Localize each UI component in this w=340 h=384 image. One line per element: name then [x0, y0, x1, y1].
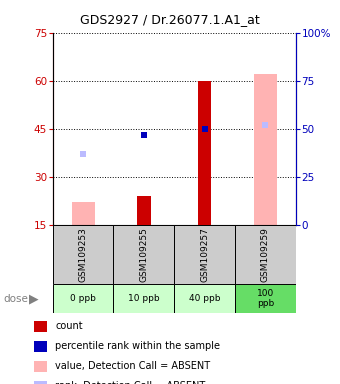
Text: 40 ppb: 40 ppb: [189, 294, 220, 303]
Text: 100
ppb: 100 ppb: [257, 289, 274, 308]
Text: 0 ppb: 0 ppb: [70, 294, 96, 303]
Text: GSM109257: GSM109257: [200, 227, 209, 282]
Bar: [174, 225, 235, 284]
Bar: [114, 225, 174, 284]
Bar: [53, 225, 114, 284]
Text: dose: dose: [3, 293, 28, 304]
Text: value, Detection Call = ABSENT: value, Detection Call = ABSENT: [55, 361, 210, 371]
Text: 10 ppb: 10 ppb: [128, 294, 160, 303]
Bar: [254, 74, 277, 225]
Bar: [71, 202, 95, 225]
Text: count: count: [55, 321, 83, 331]
Text: GSM109255: GSM109255: [139, 227, 148, 282]
Bar: [53, 284, 114, 313]
Text: percentile rank within the sample: percentile rank within the sample: [55, 341, 220, 351]
Text: rank, Detection Call = ABSENT: rank, Detection Call = ABSENT: [55, 381, 206, 384]
Text: GSM109259: GSM109259: [261, 227, 270, 282]
Bar: [114, 284, 174, 313]
Bar: [235, 225, 296, 284]
Bar: [137, 196, 151, 225]
Bar: [235, 284, 296, 313]
Text: GDS2927 / Dr.26077.1.A1_at: GDS2927 / Dr.26077.1.A1_at: [80, 13, 260, 26]
Text: GSM109253: GSM109253: [79, 227, 88, 282]
Bar: [198, 81, 211, 225]
Text: ▶: ▶: [29, 292, 39, 305]
Bar: [174, 284, 235, 313]
